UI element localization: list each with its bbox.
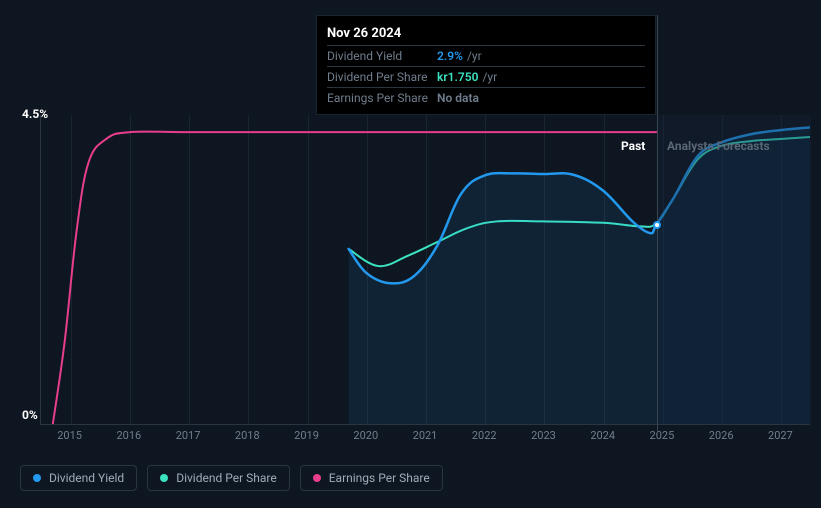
forecast-region-shade <box>657 115 811 424</box>
x-axis-ticks: 2015 2016 2017 2018 2019 2020 2021 2022 2023 2024… <box>40 429 810 445</box>
dividend-chart: 4.5% 0% Past Analysts Forecasts 20152016… <box>20 105 810 445</box>
tooltip-row-value: kr1.750 <box>437 70 478 84</box>
legend-label: Dividend Yield <box>49 471 124 485</box>
tooltip-row-unit: /yr <box>482 70 497 84</box>
y-axis-min-label: 0% <box>22 408 38 422</box>
x-tick-label: 2021 <box>413 429 438 442</box>
plot-area[interactable]: Past Analysts Forecasts <box>40 115 810 425</box>
x-tick-label: 2019 <box>294 429 319 442</box>
x-tick-label: 2024 <box>590 429 615 442</box>
x-tick-label: 2017 <box>176 429 201 442</box>
tooltip-row: Earnings Per ShareNo data <box>327 88 645 108</box>
x-tick-label: 2025 <box>650 429 675 442</box>
tooltip-row-label: Earnings Per Share <box>327 91 437 105</box>
hover-tooltip: Nov 26 2024 Dividend Yield2.9%/yrDividen… <box>316 15 656 115</box>
x-tick-label: 2026 <box>709 429 734 442</box>
legend-dot-icon <box>33 474 41 482</box>
tooltip-row-label: Dividend Per Share <box>327 70 437 84</box>
legend-toggle-eps[interactable]: Earnings Per Share <box>300 465 443 491</box>
region-label-past: Past <box>621 139 645 153</box>
legend-dot-icon <box>313 474 321 482</box>
legend-dot-icon <box>160 474 168 482</box>
region-label-forecast: Analysts Forecasts <box>667 139 770 153</box>
x-tick-label: 2020 <box>353 429 378 442</box>
x-tick-label: 2016 <box>116 429 141 442</box>
legend-toggle-dps[interactable]: Dividend Per Share <box>147 465 290 491</box>
x-tick-label: 2018 <box>235 429 260 442</box>
tooltip-row-unit: /yr <box>467 49 482 63</box>
x-tick-label: 2023 <box>531 429 556 442</box>
legend-toggle-yield[interactable]: Dividend Yield <box>20 465 137 491</box>
tooltip-date: Nov 26 2024 <box>327 22 645 46</box>
tooltip-row-label: Dividend Yield <box>327 49 437 63</box>
legend-label: Earnings Per Share <box>329 471 430 485</box>
x-tick-label: 2022 <box>472 429 497 442</box>
x-tick-label: 2015 <box>57 429 82 442</box>
x-tick-label: 2027 <box>768 429 793 442</box>
tooltip-row-value: No data <box>437 91 479 105</box>
chart-legend: Dividend Yield Dividend Per Share Earnings… <box>20 465 443 491</box>
legend-label: Dividend Per Share <box>176 471 277 485</box>
tooltip-row-value: 2.9% <box>437 49 463 63</box>
cursor-marker-dot <box>653 221 661 229</box>
tooltip-row: Dividend Yield2.9% /yr <box>327 46 645 67</box>
tooltip-row: Dividend Per Sharekr1.750/yr <box>327 67 645 88</box>
